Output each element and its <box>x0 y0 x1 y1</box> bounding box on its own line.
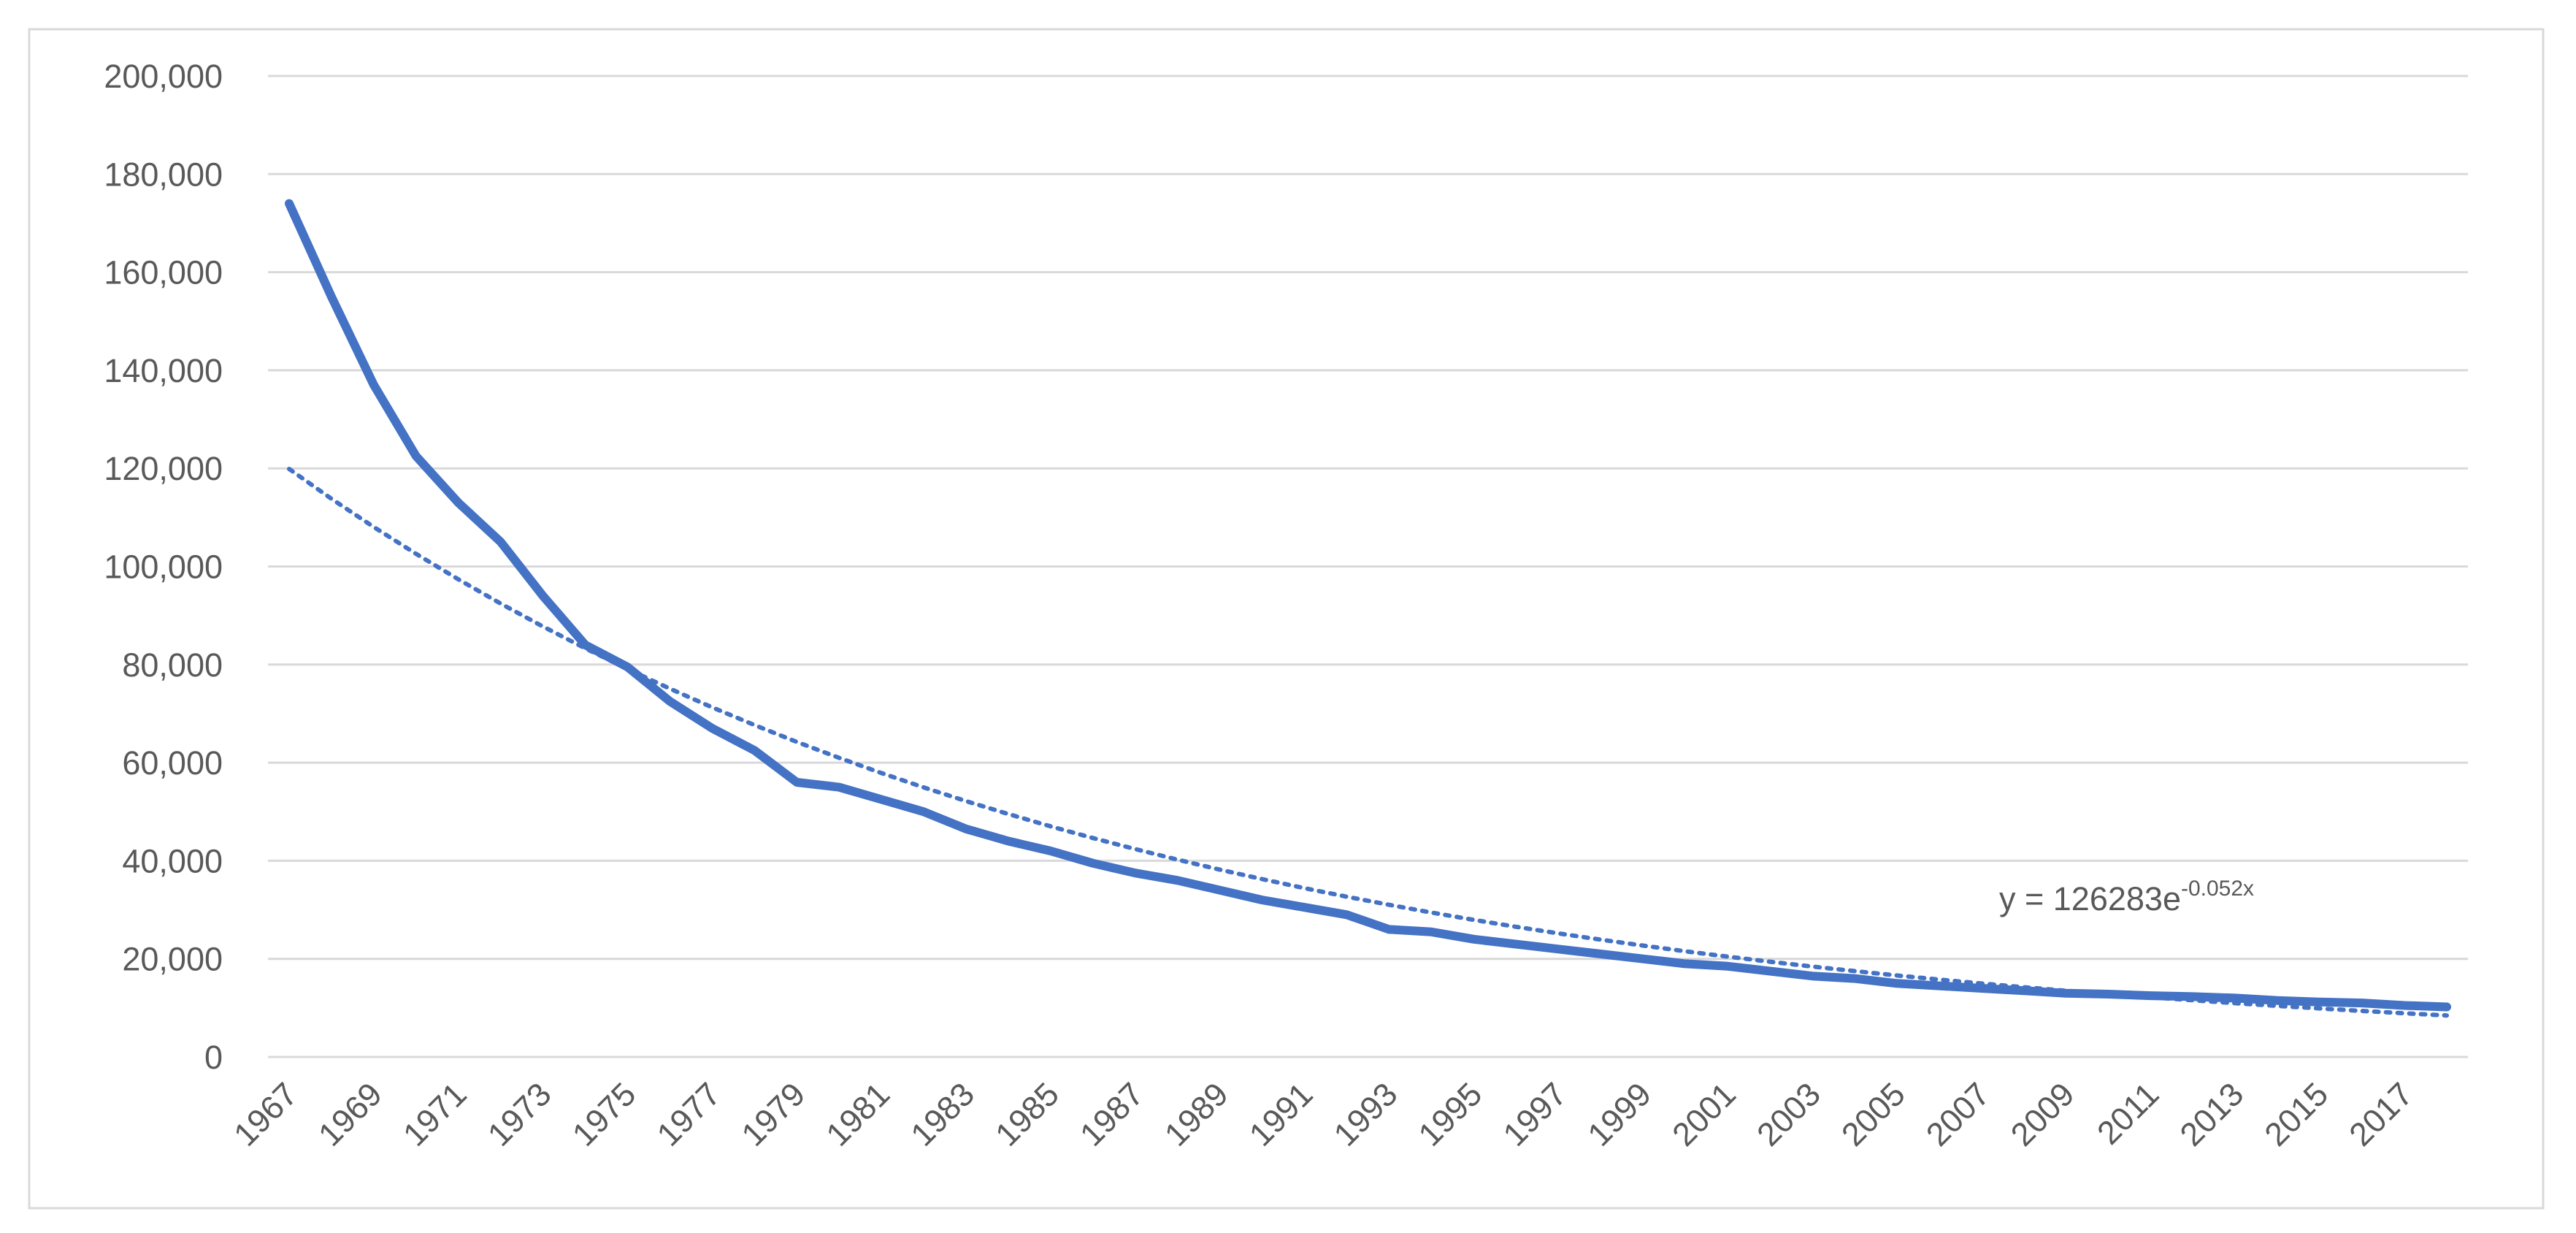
equation-exponent: -0.052x <box>2181 877 2254 901</box>
y-tick-label: 160,000 <box>104 254 223 291</box>
y-tick-label: 180,000 <box>104 156 223 193</box>
equation-text: y = 126283e <box>1999 880 2181 917</box>
y-tick-label: 40,000 <box>122 842 223 879</box>
y-tick-label: 100,000 <box>104 549 223 586</box>
y-tick-label: 200,000 <box>104 58 223 95</box>
plot <box>285 199 2451 1018</box>
y-tick-label: 120,000 <box>104 450 223 487</box>
y-tick-label: 0 <box>204 1039 223 1076</box>
y-tick-label: 80,000 <box>122 646 223 684</box>
y-tick-label: 140,000 <box>104 352 223 389</box>
trend-equation: y = 126283e-0.052x <box>1999 877 2254 917</box>
data-line <box>285 199 2451 1012</box>
y-tick-label: 20,000 <box>122 941 223 978</box>
y-tick-label: 60,000 <box>122 744 223 782</box>
chart-frame <box>28 28 2545 1210</box>
grid <box>268 75 2468 1058</box>
